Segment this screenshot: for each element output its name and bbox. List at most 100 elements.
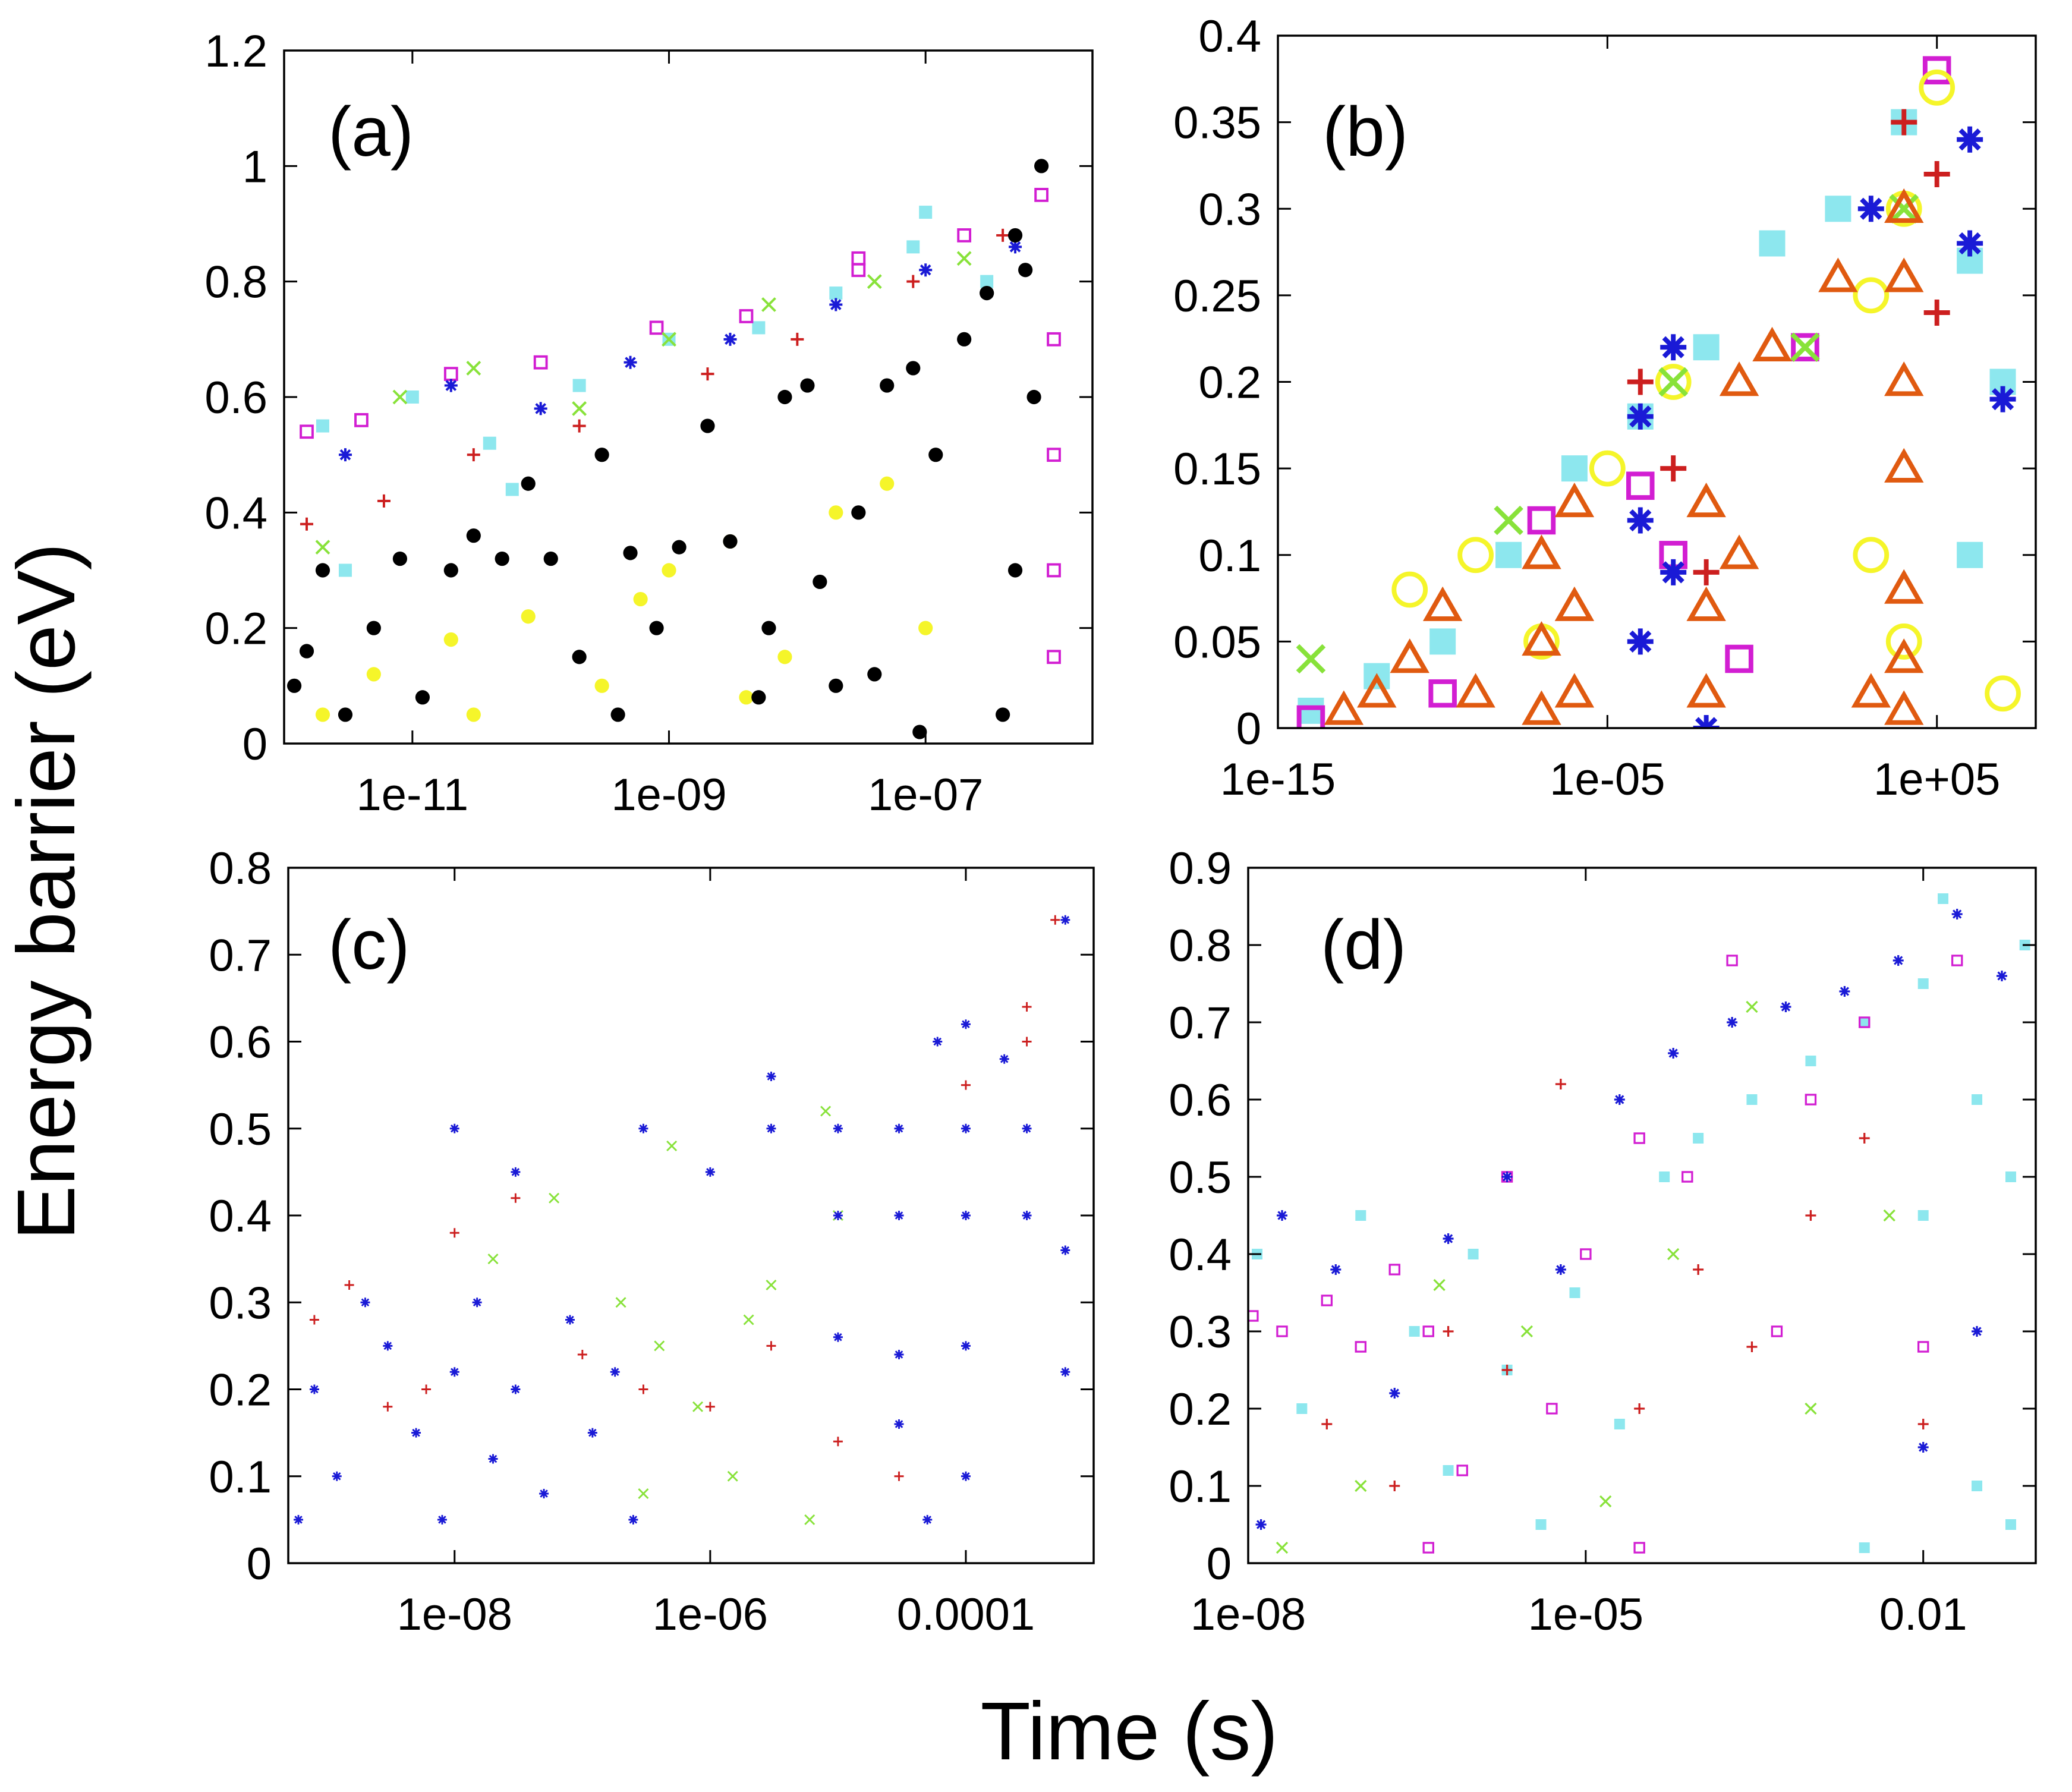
panel-d-green-point [1667, 1248, 1680, 1261]
panel-c-blue-point [1060, 1245, 1070, 1255]
panel-c-blue-point [833, 1332, 843, 1342]
y-tick-label: 0.1 [209, 1452, 272, 1503]
panel-b-orange-point [1390, 638, 1429, 673]
panel-b-yellow-point [1919, 70, 1956, 106]
panel-d-red-point [1555, 1079, 1566, 1089]
panel-c-blue-point [961, 1123, 971, 1133]
panel-d-series-magenta [1248, 955, 1963, 1554]
panel-a-black-point [1018, 263, 1033, 278]
panel-a-black-point [623, 546, 638, 560]
panel-b-series-green [1296, 194, 1919, 674]
panel-a-cyan-point [752, 321, 766, 335]
y-tick-label: 0.1 [1198, 531, 1261, 581]
panel-c-blue-point [449, 1123, 459, 1133]
panel-c-blue-point [894, 1123, 904, 1133]
panel-c-series-red [309, 915, 1060, 1481]
panel-b-cyan-point [1825, 196, 1851, 222]
panel-c-red-point [421, 1384, 432, 1394]
panel-a-black-point [880, 378, 895, 393]
panel-d-magenta-point [1276, 1325, 1288, 1337]
panel-b-blue-point [1660, 334, 1687, 361]
panel-b-green-point [1790, 332, 1820, 363]
panel-d-magenta-point [1633, 1542, 1645, 1554]
panel-b-orange-point [1884, 257, 1924, 292]
y-tick-label: 0.7 [209, 930, 272, 981]
panel-a-black-point [672, 540, 687, 555]
panel-c-green-point [487, 1254, 499, 1265]
panel-a-magenta-point [533, 355, 548, 370]
panel-b-yellow-point [1985, 675, 2021, 712]
panel-a-yellow-point [315, 707, 330, 722]
panel-a-cyan-point [829, 286, 843, 300]
y-tick-label: 0 [1207, 1539, 1232, 1589]
panel-c-blue-point [833, 1211, 843, 1220]
panel-b-orange-point [1456, 673, 1495, 708]
panel-d-magenta-point [1805, 1094, 1817, 1106]
panel-c-red-point [705, 1402, 715, 1412]
panel-d-red-point [1389, 1481, 1400, 1491]
panel-a-black-point [957, 332, 972, 347]
panel-b-yellow-point [1391, 571, 1428, 608]
panel-c-red-point [511, 1193, 521, 1203]
panel-b-orange-point [1686, 586, 1726, 621]
y-tick-label: 0.8 [1169, 921, 1232, 971]
panel-a-black-point [543, 551, 558, 566]
y-tick-label: 0.4 [209, 1191, 272, 1242]
panel-b-yellow-point [1885, 623, 1922, 660]
panel-a-black-point [415, 690, 430, 705]
panel-d-green-point [1276, 1541, 1289, 1554]
panel-a-yellow-point [829, 505, 843, 520]
panel-d-cyan-point [1859, 1542, 1870, 1553]
panel-d-cyan-point [1746, 1094, 1758, 1105]
panel-a-green-point [662, 332, 676, 347]
panel-b-magenta-point [1296, 705, 1325, 728]
panel-b-ticks: 0 0.05 0.1 0.15 0.2 0.25 0.3 0.35 0.4 1e-15 1e-05 1… [1173, 11, 2036, 805]
panel-a-black-point [928, 448, 943, 462]
panel-c-blue-point [961, 1211, 971, 1220]
panel-a-series-magenta [300, 188, 1061, 664]
x-tick-label: 1e-05 [1528, 1589, 1643, 1640]
panel-d-cyan-point [2005, 1519, 2017, 1530]
panel-c-green-point [766, 1279, 777, 1291]
panel-c-points [294, 915, 1070, 1525]
panel-d-blue-point [1951, 909, 1963, 919]
panel-a-red-point [996, 228, 1010, 242]
panel-c-blue-point [999, 1054, 1009, 1064]
panel-c-blue-point [539, 1489, 549, 1498]
panel-a-red-point [377, 494, 391, 508]
panel-d-blue-point [1972, 1326, 1983, 1337]
panel-c-green-point [549, 1192, 560, 1204]
panel-a-magenta-point [851, 251, 866, 266]
panel-d-cyan-point [1693, 1133, 1704, 1144]
panel-a-black-point [572, 650, 587, 664]
panel-a-blue-point [919, 263, 933, 277]
x-tick-label: 1e-08 [1191, 1589, 1306, 1640]
panel-b-orange-point [1818, 257, 1858, 292]
panel-a-green-point [392, 389, 408, 405]
panel-b-yellow-point [1853, 277, 1890, 314]
panel-a-cyan-point [980, 275, 994, 288]
y-tick-label: 1.2 [204, 26, 267, 77]
panel-c-ticks: 0 0.1 0.2 0.3 0.4 0.5 0.6 0.7 0.8 1e-08 1e-06 0.000… [209, 843, 1094, 1640]
y-tick-label: 0 [247, 1539, 272, 1589]
panel-d-cyan-point [1972, 1094, 1983, 1105]
panel-a-black-point [761, 621, 776, 635]
panel-d-cyan-point [1296, 1403, 1308, 1414]
panel-b-orange-point [1884, 638, 1924, 673]
panel-b-blue-point [1857, 196, 1884, 222]
panel-b-series-red [1627, 109, 1950, 585]
panel-b-cyan-point [1759, 230, 1786, 257]
panel-a-blue-point [723, 332, 737, 346]
panel-b-cyan-point [1693, 334, 1720, 361]
panel-c-red-point [577, 1350, 587, 1359]
panel-a-black-point [700, 418, 715, 433]
panel-d-red-point [1321, 1419, 1333, 1429]
panel-a-black-point [610, 707, 625, 722]
panel-d-magenta-point [1681, 1171, 1693, 1183]
panel-d-cyan-point [1917, 1210, 1929, 1221]
panel-d-cyan-point [1535, 1519, 1547, 1530]
panel-b-orange-point [1884, 690, 1924, 725]
panel-a-black-point [980, 286, 994, 301]
panel-d-ticks: 0 0.1 0.2 0.3 0.4 0.5 0.6 0.7 0.8 0.9 1e-08 1e-05 0.… [1169, 843, 2036, 1640]
x-tick-label: 1e-11 [356, 770, 468, 820]
